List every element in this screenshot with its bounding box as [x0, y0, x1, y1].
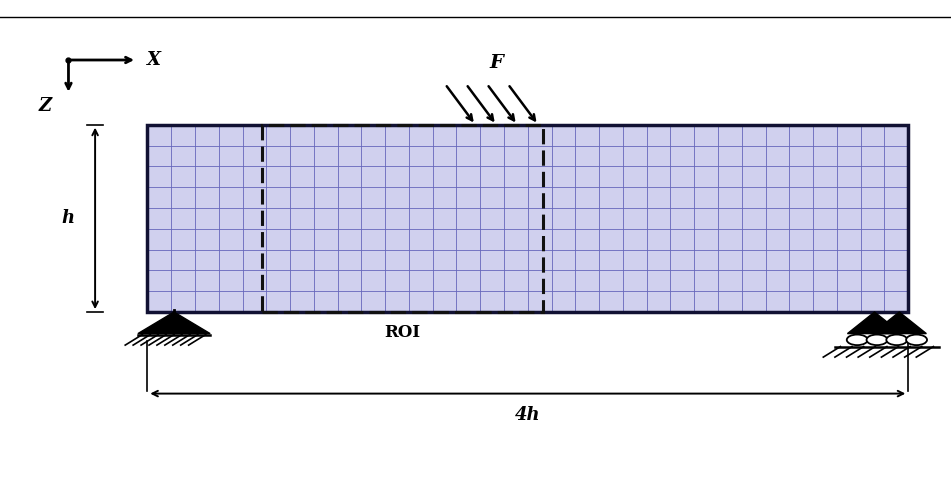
Bar [147, 125, 908, 312]
Polygon shape [138, 312, 210, 334]
Bar [147, 125, 908, 312]
Text: F: F [490, 54, 503, 72]
Circle shape [866, 335, 887, 345]
Circle shape [906, 335, 927, 345]
Bar [262, 125, 543, 312]
Polygon shape [872, 312, 926, 334]
Circle shape [846, 335, 867, 345]
Text: Z: Z [38, 97, 51, 115]
Text: h: h [61, 209, 74, 228]
Circle shape [886, 335, 907, 345]
Text: ROI: ROI [384, 324, 420, 341]
Text: 4h: 4h [515, 406, 540, 424]
Text: X: X [147, 51, 161, 69]
Polygon shape [847, 312, 902, 334]
